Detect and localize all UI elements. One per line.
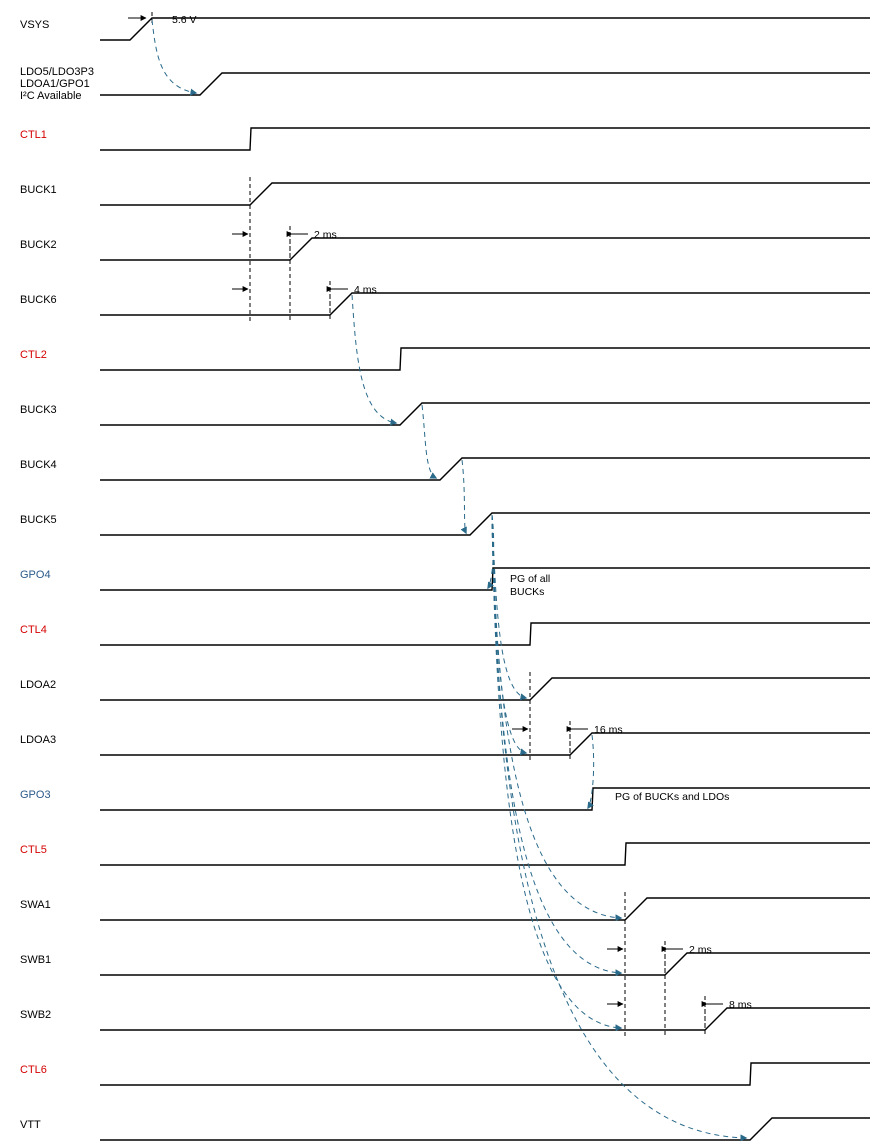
- signal-label-swa1: SWA1: [20, 899, 51, 911]
- annotation-text: BUCKs: [510, 586, 544, 598]
- signal-label-swb1: SWB1: [20, 954, 51, 966]
- waveform-ctl2: [100, 348, 870, 370]
- waveform-gpo4: [100, 568, 870, 590]
- signal-label-buck4: BUCK4: [20, 459, 57, 471]
- signal-label-ldoa2: LDOA2: [20, 679, 56, 691]
- signal-label-ctl1: CTL1: [20, 129, 47, 141]
- waveform-buck1: [100, 183, 870, 205]
- annotation-text: PG of BUCKs and LDOs: [615, 791, 729, 803]
- waveform-swa1: [100, 898, 870, 920]
- waveform-swb2: [100, 1008, 870, 1030]
- signal-label-ctl4: CTL4: [20, 624, 47, 636]
- signal-label-ctl2: CTL2: [20, 349, 47, 361]
- signal-label-swb2: SWB2: [20, 1009, 51, 1021]
- dependency-curve: [152, 20, 196, 93]
- dependency-curve: [352, 295, 396, 423]
- waveform-buck6: [100, 293, 870, 315]
- dependency-curve: [422, 405, 436, 478]
- signal-label-buck1: BUCK1: [20, 184, 57, 196]
- time-label: 2 ms: [689, 944, 712, 956]
- waveform-vtt: [100, 1118, 870, 1140]
- signal-label-vsys: VSYS: [20, 19, 49, 31]
- waveform-swb1: [100, 953, 870, 975]
- signal-label-ldo5: LDO5/LDO3P3LDOA1/GPO1I²C Available: [20, 66, 94, 102]
- waveform-ctl6: [100, 1063, 870, 1085]
- waveform-buck2: [100, 238, 870, 260]
- signal-label-ldoa3: LDOA3: [20, 734, 56, 746]
- signal-label-buck5: BUCK5: [20, 514, 57, 526]
- waveform-ldoa2: [100, 678, 870, 700]
- signal-label-buck6: BUCK6: [20, 294, 57, 306]
- signal-label-ctl6: CTL6: [20, 1064, 47, 1076]
- annotation-text: PG of all: [510, 573, 550, 585]
- signal-label-gpo3: GPO3: [20, 789, 51, 801]
- time-label: 8 ms: [729, 999, 752, 1011]
- waveform-vsys: [100, 18, 870, 40]
- annotation-text: 5.6 V: [172, 14, 197, 26]
- waveform-buck3: [100, 403, 870, 425]
- waveform-ctl4: [100, 623, 870, 645]
- dependency-curve: [462, 460, 466, 533]
- time-label: 2 ms: [314, 229, 337, 241]
- timing-diagram: VSYS LDO5/LDO3P3LDOA1/GPO1I²C Available CT…: [0, 0, 877, 1147]
- waveform-ctl5: [100, 843, 870, 865]
- signal-label-gpo4: GPO4: [20, 569, 51, 581]
- waveform-ldo5: [100, 73, 870, 95]
- signal-label-buck2: BUCK2: [20, 239, 57, 251]
- waveform-buck5: [100, 513, 870, 535]
- dependency-curve: [492, 515, 746, 1138]
- waveform-buck4: [100, 458, 870, 480]
- waveform-ctl1: [100, 128, 870, 150]
- signal-label-ctl5: CTL5: [20, 844, 47, 856]
- waveform-ldoa3: [100, 733, 870, 755]
- time-label: 16 ms: [594, 724, 623, 736]
- waveform-gpo3: [100, 788, 870, 810]
- signal-label-buck3: BUCK3: [20, 404, 57, 416]
- signal-label-vtt: VTT: [20, 1119, 41, 1131]
- time-label: 4 ms: [354, 284, 377, 296]
